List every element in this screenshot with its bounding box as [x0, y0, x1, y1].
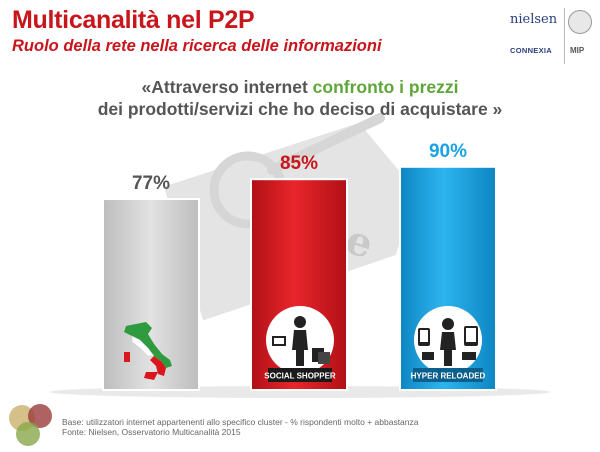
footnote-base: Base: utilizzatori internet appartenenti… [62, 417, 419, 427]
bar-italy [102, 198, 200, 391]
bar-italy-value-label: 77% [132, 173, 170, 194]
decorative-circles [9, 404, 52, 446]
hyper-connected-icon [414, 306, 482, 374]
logo-divider [564, 8, 565, 64]
quote-highlight: confronto i prezzi [312, 77, 459, 97]
shopper-icon [266, 306, 334, 374]
quote-open: «Attraverso internet [141, 77, 313, 97]
footnote-source: Fonte: Nielsen, Osservatorio Multicanali… [62, 427, 241, 437]
page-subtitle: Ruolo della rete nella ricerca delle inf… [12, 37, 382, 55]
bar-social-shopper-value-label: 85% [280, 153, 318, 174]
logo-area: nielsen CONNEXIA MIP [508, 8, 594, 64]
bar-caption-hyper-reloaded: HYPER RELOADED [411, 372, 486, 381]
page-title: Multicanalità nel P2P [12, 6, 255, 34]
quote-line-1: «Attraverso internet confronto i prezzi [0, 76, 600, 98]
quote-line-2: dei prodotti/servizi che ho deciso di ac… [97, 99, 503, 119]
nielsen-logo: nielsen [510, 12, 558, 27]
seal-icon [568, 10, 592, 34]
caption-bg-hyper [413, 368, 483, 382]
footnote: Base: utilizzatori internet appartenenti… [62, 417, 419, 437]
caption-bg-social [268, 368, 332, 382]
mip-logo: MIP [570, 46, 585, 55]
bar-caption-social-shopper: SOCIAL SHOPPER [264, 372, 336, 381]
italy-map-icon [124, 322, 172, 380]
connexia-logo: CONNEXIA [510, 46, 552, 55]
quote: «Attraverso internet confronto i prezzi … [0, 76, 600, 120]
bar-captions: SOCIAL SHOPPER HYPER RELOADED [264, 368, 486, 382]
bar-hyper-reloaded-value-label: 90% [429, 141, 467, 162]
